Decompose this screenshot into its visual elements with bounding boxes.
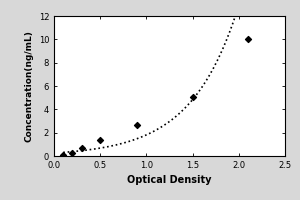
Point — [135, 123, 140, 126]
Point — [190, 95, 195, 98]
Point — [70, 151, 75, 154]
Y-axis label: Concentration(ng/mL): Concentration(ng/mL) — [24, 30, 33, 142]
Point — [79, 146, 84, 149]
Point — [98, 138, 103, 141]
Point — [246, 38, 250, 41]
X-axis label: Optical Density: Optical Density — [127, 175, 212, 185]
Point — [61, 153, 66, 156]
